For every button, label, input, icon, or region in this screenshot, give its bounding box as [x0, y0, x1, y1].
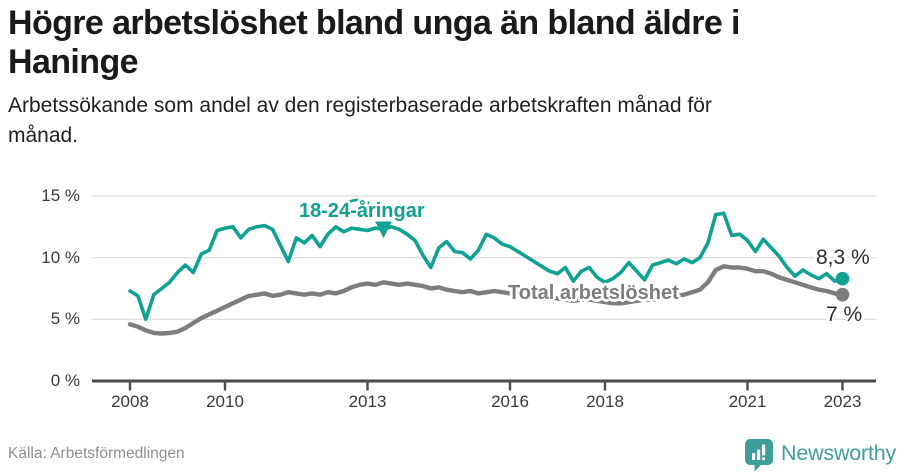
series-label-young: 18-24-åringar: [299, 200, 425, 222]
x-axis-label: 2013: [348, 392, 387, 411]
page-title: Högre arbetslöshet bland unga än bland ä…: [8, 4, 740, 82]
series-label-total: Total arbetslöshet: [508, 282, 679, 304]
y-axis-label: 15 %: [41, 186, 80, 205]
y-axis-label: 0 %: [50, 371, 80, 390]
newsworthy-logo-icon: [745, 439, 773, 472]
title-line-1: Högre arbetslöshet bland unga än bland ä…: [8, 4, 740, 42]
x-axis-label: 2010: [206, 392, 244, 411]
x-axis-label: 2023: [823, 392, 862, 411]
x-axis-label: 2018: [586, 392, 624, 411]
end-value-young: 8,3 %: [816, 246, 870, 269]
y-axis-label: 10 %: [41, 247, 80, 267]
source-note: Källa: Arbetsförmedlingen: [8, 445, 185, 462]
y-axis-label: 5 %: [50, 309, 80, 329]
x-axis-label: 2016: [491, 392, 529, 411]
newsworthy-logo-text: Newsworthy: [781, 441, 897, 465]
subtitle-line-1: Arbetssökande som andel av den registerb…: [8, 94, 712, 117]
end-value-total: 7 %: [826, 303, 863, 326]
x-axis-label: 2021: [728, 392, 767, 411]
gridlines: [92, 195, 876, 391]
subtitle-line-2: månad.: [8, 124, 79, 147]
x-axis-label: 2008: [111, 392, 149, 411]
data-series-lines: [127, 211, 850, 336]
chart-subtitle: Arbetssökande som andel av den registerb…: [8, 91, 712, 151]
annotation-arrow-icon: [340, 198, 392, 239]
title-line-2: Haninge: [8, 43, 139, 81]
